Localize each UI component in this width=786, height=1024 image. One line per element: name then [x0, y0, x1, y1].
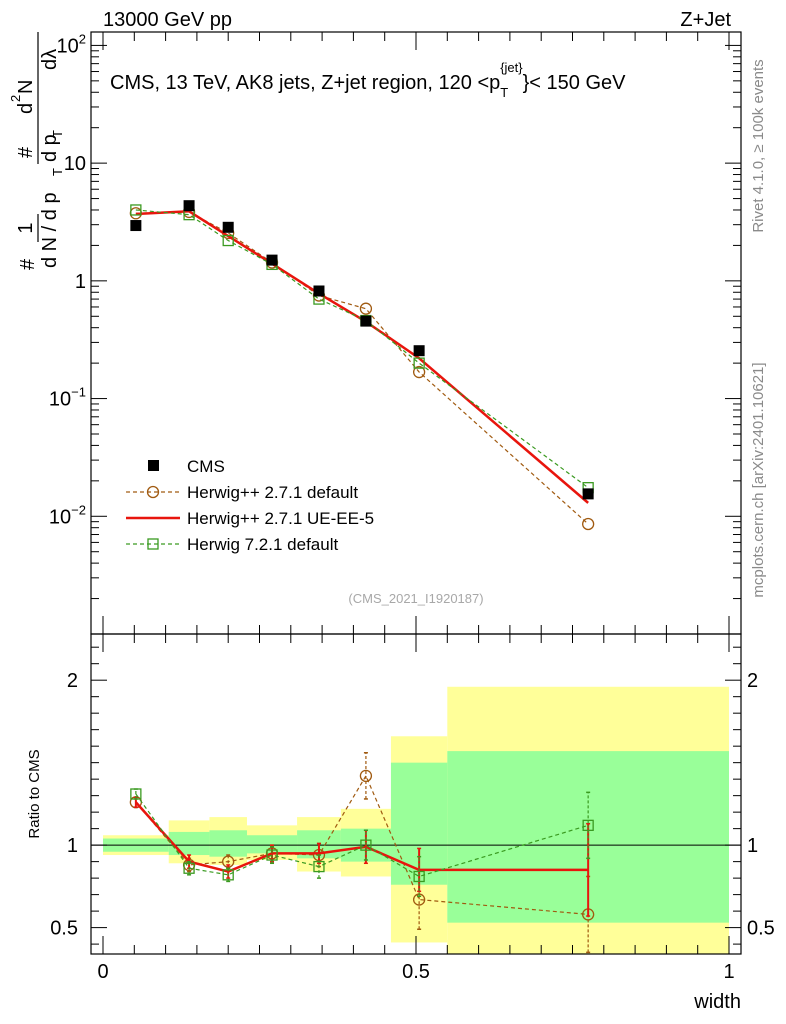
- axis-ticks: [91, 32, 741, 954]
- cms-data-point: [130, 220, 142, 232]
- legend-marker-cms: [148, 460, 159, 471]
- main-line-series-1: [135, 210, 589, 504]
- ratio-point-series-2: [413, 870, 425, 883]
- x-tick-label: 0: [97, 961, 108, 983]
- legend-label-cms: CMS: [187, 457, 225, 476]
- ratio-point-series-0: [359, 769, 373, 783]
- main-point-series-0: [359, 302, 373, 315]
- ylabel-hash-1: #: [17, 258, 39, 270]
- legend-marker-series-0: [146, 485, 160, 499]
- legend-label-series-1: Herwig++ 2.7.1 UE-EE-5: [187, 509, 374, 528]
- ratio-point-series-2: [183, 862, 195, 874]
- main-y-tick-label: 10: [64, 153, 86, 175]
- ylabel-sub-t-1: T: [50, 168, 65, 176]
- analysis-watermark: (CMS_2021_I1920187): [348, 591, 483, 606]
- ratio-y-tick-label-right: 1: [747, 835, 758, 857]
- main-y-tick-label: 10−2: [49, 502, 86, 528]
- cms-data-point: [266, 254, 278, 266]
- main-y-tick-label: 1: [75, 271, 86, 293]
- main-point-series-2: [222, 234, 234, 247]
- cms-data-point: [360, 315, 372, 327]
- header-right: Z+Jet: [680, 9, 731, 31]
- y-axis-title: # 1 d N / d p T # d p T d 2 N dλ: [8, 32, 65, 270]
- ylabel-one: 1: [15, 222, 37, 233]
- ylabel-dn-dpt: d N / d p: [39, 192, 61, 268]
- main-line-series-0: [135, 211, 589, 525]
- legend-label-series-2: Herwig 7.2.1 default: [187, 535, 338, 554]
- tick-labels: 102 10 1 10−1 10−2 2 2 1 1 0.5 0.5 0 0.5 1: [49, 31, 775, 983]
- ratio-y-tick-label: 2: [67, 670, 78, 692]
- ratio-point-series-2: [313, 860, 325, 873]
- ylabel-d: d: [15, 103, 37, 114]
- ratio-line-series-2: [135, 793, 589, 878]
- main-point-series-2: [413, 357, 425, 369]
- main-point-series-0: [582, 517, 595, 531]
- x-tick-label: 0.5: [402, 961, 430, 983]
- ylabel-hash-2: #: [15, 146, 37, 158]
- legend: CMS Herwig++ 2.7.1 default Herwig++ 2.7.1 …: [126, 457, 374, 554]
- ratio-point-series-2: [266, 849, 278, 861]
- cms-data-point: [313, 285, 325, 297]
- rivet-version-label: Rivet 4.1.0, ≥ 100k events: [750, 59, 767, 232]
- ratio-y-tick-label-right: 0.5: [747, 918, 775, 940]
- chart-title: CMS, 13 TeV, AK8 jets, Z+jet region, 120…: [110, 60, 626, 100]
- ratio-y-axis-title: Ratio to CMS: [26, 749, 43, 838]
- x-axis-title: width: [693, 991, 741, 1013]
- ratio-y-tick-label: 0.5: [50, 918, 78, 940]
- ratio-y-tick-label: 1: [67, 835, 78, 857]
- ratio-line-series-1: [134, 801, 589, 873]
- ratio-point-series-2: [130, 788, 142, 800]
- cms-data-point: [222, 221, 234, 233]
- ylabel-sup-2: 2: [8, 95, 23, 102]
- ratio-band-inner: [246, 835, 298, 854]
- main-line-series-2: [135, 209, 589, 489]
- ylabel-dlambda: dλ: [39, 49, 61, 70]
- ylabel-d-pt: d p: [39, 134, 61, 162]
- ratio-series: [129, 752, 595, 954]
- main-point-series-0: [412, 365, 426, 379]
- ratio-y-tick-label-right: 2: [747, 670, 758, 692]
- ratio-point-series-2: [582, 819, 594, 831]
- ratio-point-series-2: [222, 869, 234, 881]
- mcplots-label: mcplots.cern.ch [arXiv:2401.10621]: [750, 362, 767, 597]
- ratio-point-series-2: [360, 839, 372, 851]
- legend-marker-series-2: [147, 538, 159, 550]
- legend-label-series-0: Herwig++ 2.7.1 default: [187, 483, 358, 502]
- ratio-band-inner: [209, 830, 247, 857]
- x-tick-label: 1: [723, 961, 734, 983]
- cms-data-point: [413, 345, 425, 357]
- main-series: [129, 200, 595, 531]
- main-y-tick-label: 102: [57, 31, 86, 57]
- cms-data-point: [582, 488, 594, 500]
- header-left: 13000 GeV pp: [103, 9, 232, 31]
- ratio-band-inner: [168, 831, 210, 856]
- main-point-series-2: [130, 204, 142, 216]
- ylabel-n: N: [15, 80, 37, 94]
- cms-data-point: [183, 200, 195, 212]
- main-y-tick-label: 10−1: [49, 385, 86, 411]
- ylabel-sub-t-2: T: [50, 130, 65, 138]
- ratio-bands: [103, 686, 729, 954]
